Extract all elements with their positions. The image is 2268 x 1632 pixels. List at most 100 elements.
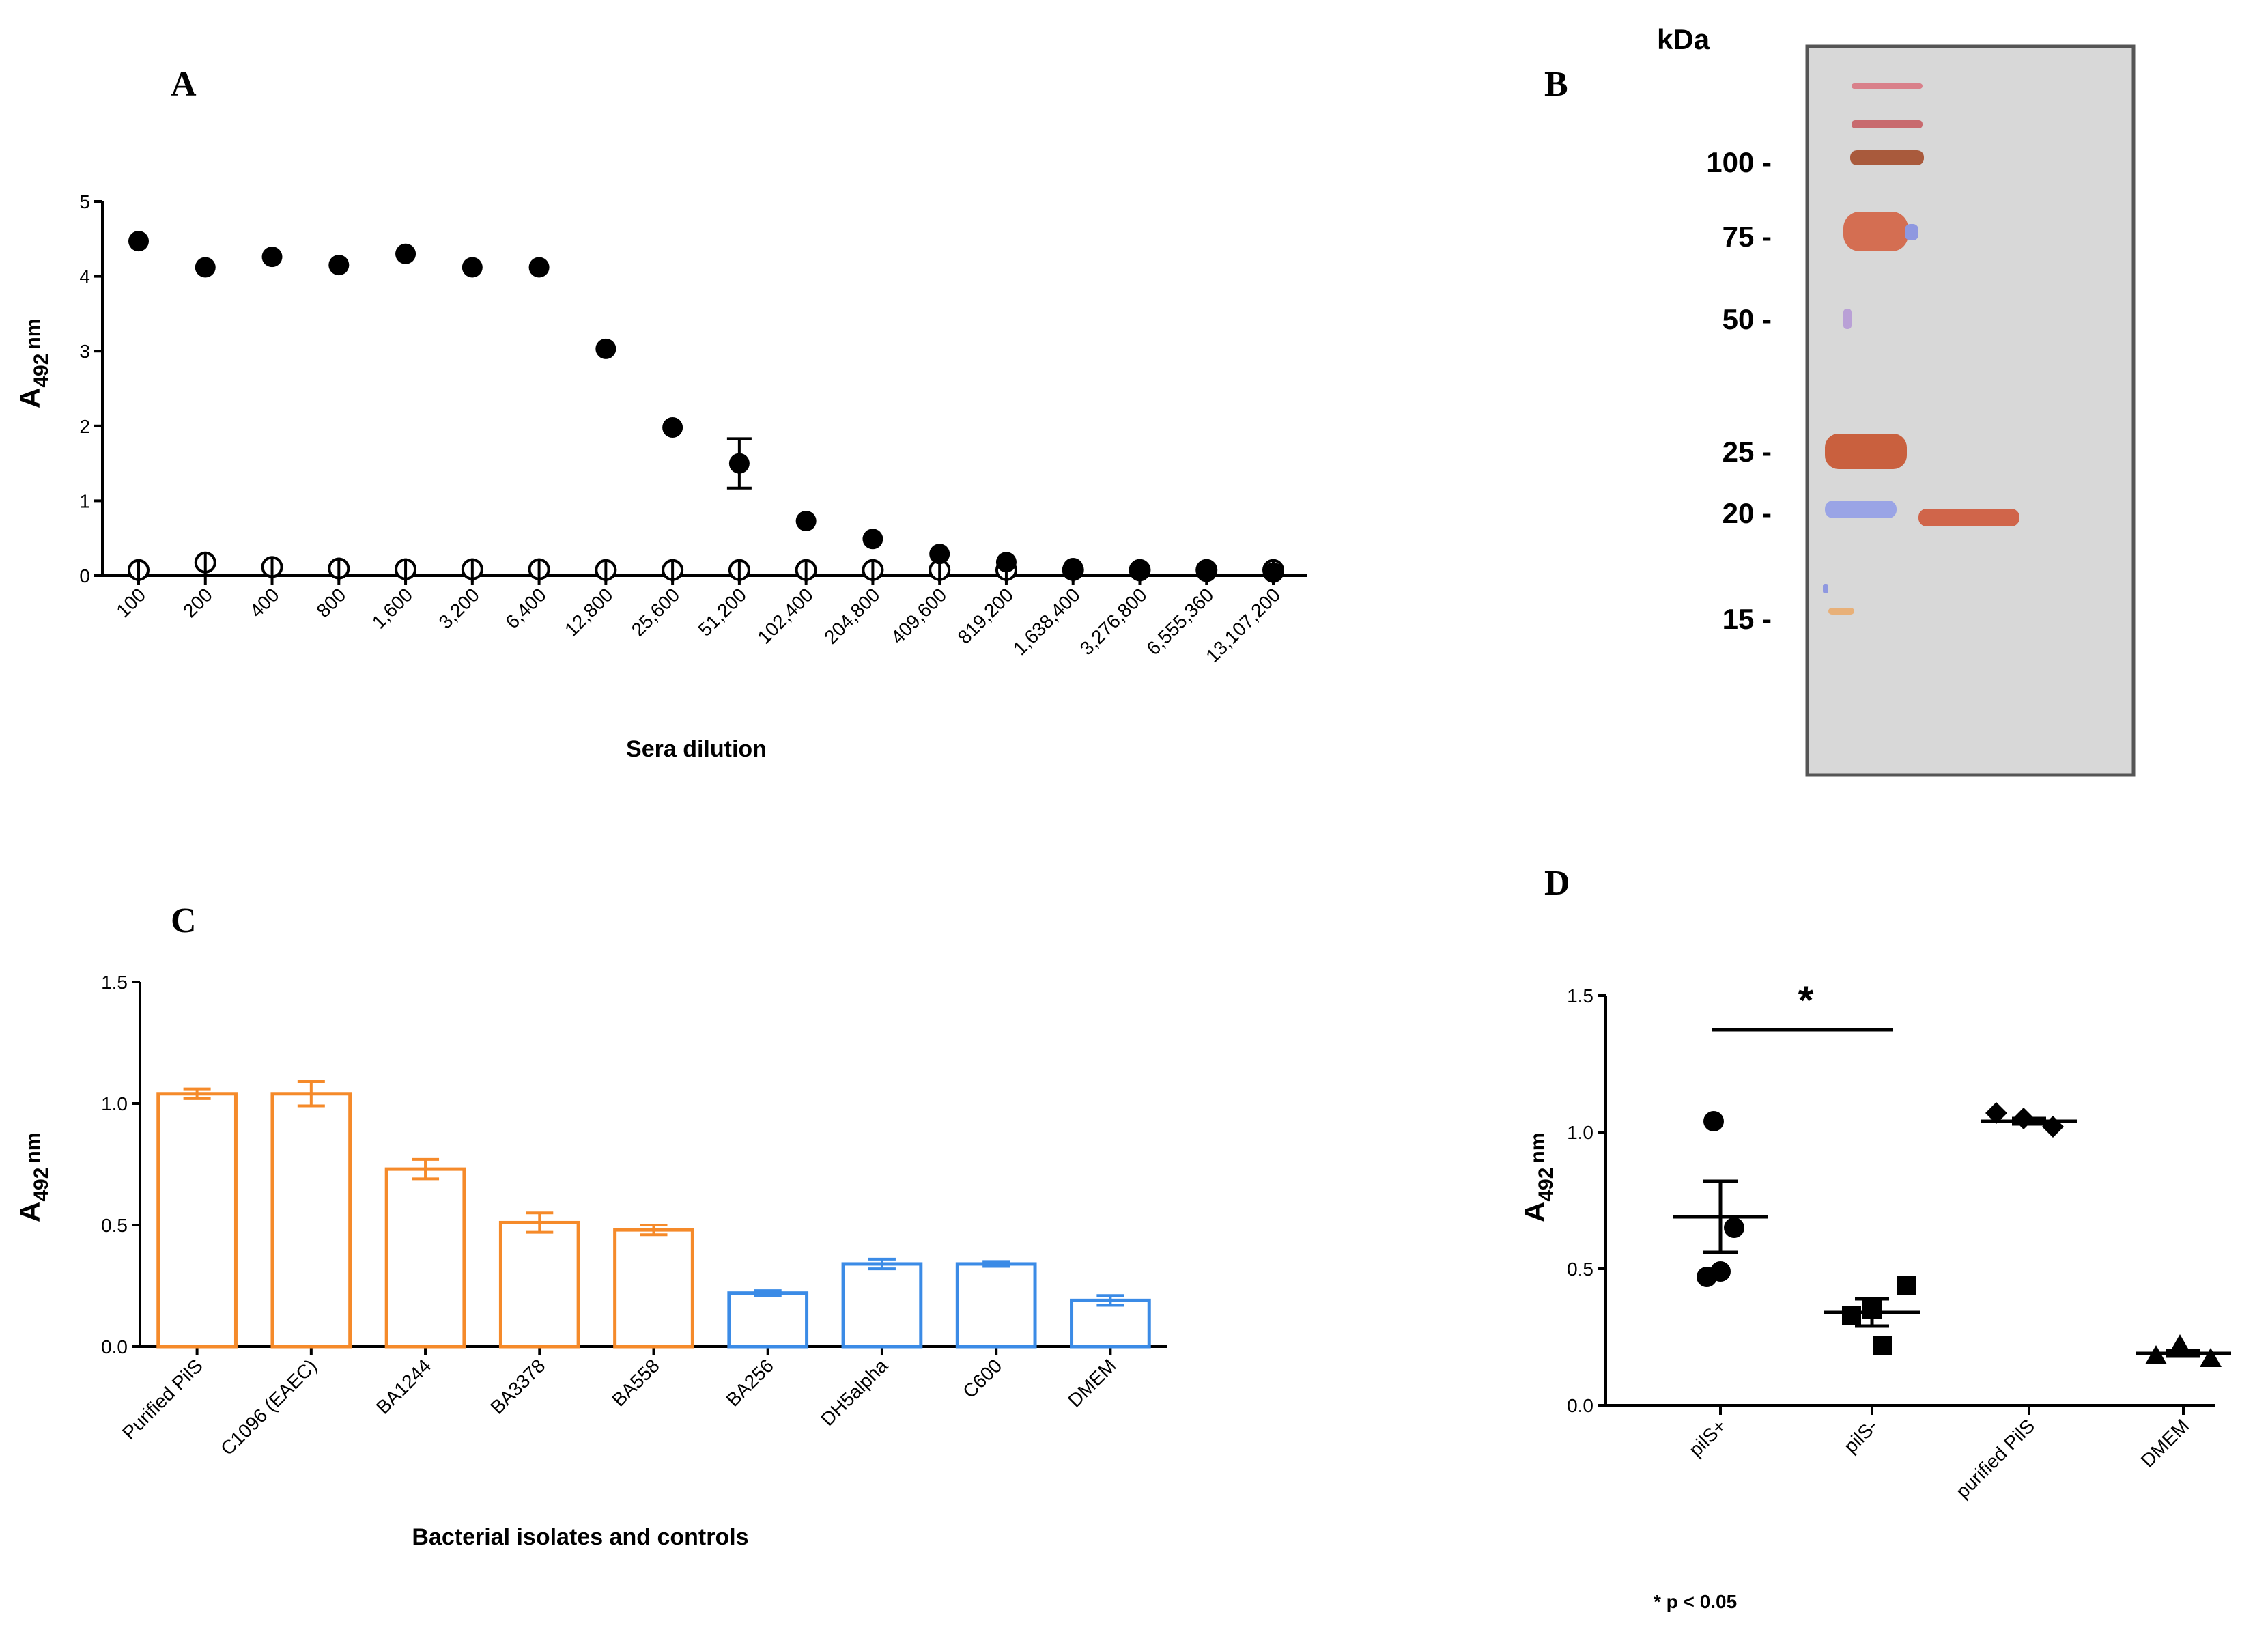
panel-b: B kDa 100 - 75 - 50 - 25 - 20 - 15 - <box>1544 23 2136 777</box>
immune-point <box>995 552 1017 573</box>
panel-a-xtick-label: 3,200 <box>435 584 483 632</box>
panel-c-ytick-label: 1.5 <box>101 972 128 993</box>
pils-minus-point <box>1873 1336 1892 1355</box>
purified-pils-point <box>1985 1102 2007 1124</box>
panel-d-ytick-label: 0.5 <box>1567 1258 1593 1280</box>
immune-point <box>1062 558 1083 579</box>
panel-a-xtick-label: 100 <box>112 584 150 621</box>
panel-c-ytick-label: 1.0 <box>101 1093 128 1114</box>
panel-a-xtick-label: 102,400 <box>753 584 817 647</box>
ladder-band-20 <box>1825 501 1897 518</box>
panel-a-xlabel: Sera dilution <box>626 736 767 762</box>
pils-plus-point <box>1703 1111 1724 1131</box>
panel-d-ytick-label: 1.0 <box>1567 1122 1593 1143</box>
panel-d-ylabel-sub: 492 <box>1535 1168 1557 1202</box>
panel-a-xtick-label: 1,638,400 <box>1009 584 1084 659</box>
blot-marker-label: 100 - <box>1706 146 1772 178</box>
purified-pils-point <box>2013 1108 2035 1129</box>
panel-a: A 0 1 2 3 4 5 100 200 400 800 1,600 3,200 6,400 12,80… <box>14 65 1307 762</box>
pils-plus-point <box>1724 1218 1744 1238</box>
panel-a-xtick-label: 800 <box>313 584 350 621</box>
ladder-band-75-blue <box>1905 224 1918 240</box>
bar-c600 <box>955 1262 1037 1349</box>
blot-marker-label: 50 - <box>1723 303 1772 335</box>
panel-a-xtick-label: 1,600 <box>368 584 416 632</box>
panel-c-xlabel: Bacterial isolates and controls <box>412 1524 748 1550</box>
ladder-band-15 <box>1828 608 1854 615</box>
ladder-band-50 <box>1843 309 1852 329</box>
panel-a-ylabel: A492 nm <box>14 319 53 408</box>
panel-c-marks <box>156 1080 1151 1349</box>
panel-c-ylabel-sub: 492 <box>30 1168 53 1202</box>
blot-marker-label: 75 - <box>1723 221 1772 253</box>
panel-a-ylabel-main: A <box>14 388 46 408</box>
immune-point <box>1263 562 1284 583</box>
panel-a-xtick-label: 6,400 <box>501 584 550 632</box>
panel-d-xtick-label: pilS- <box>1840 1415 1882 1457</box>
panel-c-ytick-label: 0.5 <box>101 1215 128 1236</box>
blot-marker-label: 25 - <box>1723 436 1772 468</box>
immune-point <box>662 417 683 438</box>
panel-a-marks <box>128 231 1284 583</box>
panel-c-axes: 0.0 0.5 1.0 1.5 Purified PilS C1096 (EAEC) BA1… <box>101 972 1167 1459</box>
significance-star: * <box>1798 979 1814 1023</box>
panel-a-ytick-label: 0 <box>79 565 90 587</box>
bar-c1096-eaec- <box>270 1092 352 1349</box>
panel-a-ytick-label: 1 <box>79 490 90 511</box>
panel-c-xtick-label: BA3378 <box>486 1355 549 1418</box>
immune-point <box>462 257 483 278</box>
panel-c-xtick-label: BA1244 <box>372 1355 435 1418</box>
immune-point <box>328 255 350 276</box>
panel-a-ytick-label: 3 <box>79 341 90 362</box>
panel-a-letter: A <box>171 65 197 104</box>
dmem-point <box>2200 1348 2222 1367</box>
panel-c-xtick-label: BA256 <box>722 1355 778 1410</box>
panel-d-ylabel: A492 nm <box>1518 1133 1557 1222</box>
pils-sample-band <box>1918 509 2019 526</box>
panel-a-ylabel-unit: nm <box>22 319 44 350</box>
bar-dh5alpha <box>841 1262 923 1349</box>
panel-c-xtick-label: BA558 <box>608 1355 663 1410</box>
panel-d-xtick-label: purified PilS <box>1952 1415 2039 1502</box>
bar-ba256 <box>727 1291 809 1349</box>
panel-c-ylabel: A492 nm <box>14 1133 53 1222</box>
panel-a-xtick-label: 51,200 <box>694 584 750 640</box>
panel-c-xtick-label: DMEM <box>1064 1355 1120 1411</box>
panel-c-ylabel-unit: nm <box>22 1133 44 1164</box>
dmem-point <box>2145 1345 2167 1364</box>
immune-point <box>1129 561 1150 582</box>
panel-c-xtick-label: Purified PilS <box>118 1355 207 1444</box>
panel-c-ytick-label: 0.0 <box>101 1336 128 1357</box>
panel-d-marks <box>1673 1028 2231 1367</box>
ladder-speck <box>1823 584 1828 593</box>
significance-note: * p < 0.05 <box>1654 1591 1737 1612</box>
immune-point <box>728 453 750 474</box>
panel-a-xtick-label: 12,800 <box>561 584 616 640</box>
panel-a-xtick-label: 400 <box>246 584 283 621</box>
blot-unit-label: kDa <box>1657 23 1710 55</box>
panel-a-ylabel-sub: 492 <box>30 354 53 388</box>
panel-c-xtick-label: C1096 (EAEC) <box>216 1355 321 1459</box>
blot-marker-label: 20 - <box>1723 497 1772 529</box>
panel-d-letter: D <box>1544 864 1570 903</box>
immune-point <box>195 257 216 278</box>
blot-background <box>1805 44 2136 777</box>
dmem-point <box>2169 1334 2191 1353</box>
immune-point <box>795 510 817 531</box>
pils-minus-point <box>1842 1306 1861 1325</box>
panel-d: D 0.0 0.5 1.0 1.5 pilS+ pilS-purified PilS DME… <box>1518 864 2231 1612</box>
panel-a-ytick-label: 5 <box>79 191 90 212</box>
pils-plus-point <box>1697 1267 1717 1287</box>
panel-d-xtick-label: pilS+ <box>1685 1415 1731 1461</box>
pils-minus-point <box>1897 1276 1916 1295</box>
immune-point <box>261 247 283 268</box>
panel-a-xtick-label: 409,600 <box>887 584 950 647</box>
panel-c-xtick-label: C600 <box>959 1355 1006 1402</box>
immune-point <box>929 544 950 565</box>
panel-d-ytick-label: 1.5 <box>1567 985 1593 1007</box>
immune-point <box>528 257 550 278</box>
ladder-band-150 <box>1852 120 1923 128</box>
pils-minus-point <box>1862 1300 1882 1319</box>
panel-c: C 0.0 0.5 1.0 1.5 Purified PilS C1096 (EAEC) B… <box>14 901 1167 1550</box>
